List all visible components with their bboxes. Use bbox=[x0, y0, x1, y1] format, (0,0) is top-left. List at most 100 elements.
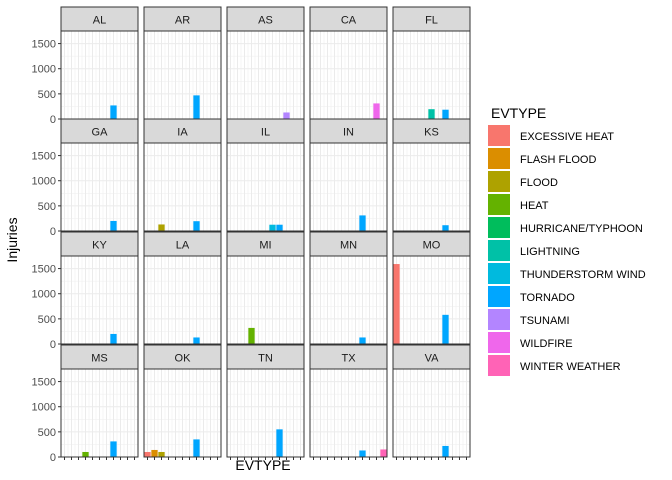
bar bbox=[193, 439, 200, 457]
y-tick-label: 1500 bbox=[32, 264, 56, 276]
strip-background bbox=[143, 344, 222, 370]
panel-border bbox=[60, 255, 139, 345]
bar bbox=[110, 333, 117, 344]
y-tick-label: 0 bbox=[50, 339, 56, 351]
legend-item: EXCESSIVE HEAT bbox=[488, 125, 614, 146]
legend-key bbox=[488, 355, 510, 376]
legend-item: WILDFIRE bbox=[488, 332, 573, 353]
legend-label: FLASH FLOOD bbox=[520, 154, 596, 166]
facet-panel: OK bbox=[143, 344, 222, 460]
facet-panel: TX bbox=[309, 344, 388, 460]
strip-label: VA bbox=[425, 353, 440, 365]
panel-border bbox=[309, 255, 388, 345]
strip-background bbox=[309, 344, 388, 370]
facet-panel: MN bbox=[309, 231, 388, 345]
legend-item: LIGHTNING bbox=[488, 240, 580, 261]
strip-label: MS bbox=[91, 353, 108, 365]
legend-item: TSUNAMI bbox=[488, 309, 570, 330]
panel-border bbox=[392, 255, 471, 345]
strip-label: FL bbox=[425, 15, 438, 27]
strip-label: IN bbox=[343, 127, 354, 139]
bar bbox=[110, 105, 117, 119]
panel-border bbox=[143, 255, 222, 345]
facet-panels: AL 0 500 1000 1500 AR AS CA FL GA 0 500 1000 1500 IA IL… bbox=[32, 6, 471, 464]
facet-panel: MS 0 500 1000 1500 bbox=[32, 344, 139, 464]
legend-label: LIGHTNING bbox=[520, 246, 580, 258]
legend-label: WILDFIRE bbox=[520, 338, 573, 350]
strip-label: KS bbox=[424, 127, 439, 139]
bar bbox=[380, 449, 387, 457]
bar bbox=[144, 451, 151, 457]
strip-background bbox=[226, 231, 305, 257]
bar bbox=[442, 109, 449, 119]
legend-key bbox=[488, 240, 510, 261]
legend-key bbox=[488, 286, 510, 307]
panel-border bbox=[143, 142, 222, 232]
y-tick-label: 0 bbox=[50, 226, 56, 238]
legend: EVTYPE EXCESSIVE HEAT FLASH FLOOD FLOOD HEA… bbox=[488, 105, 646, 376]
bar bbox=[359, 215, 366, 231]
legend-label: THUNDERSTORM WIND bbox=[520, 269, 646, 281]
facet-panel: FL bbox=[392, 6, 471, 120]
strip-background bbox=[60, 231, 139, 257]
y-tick-label: 1000 bbox=[32, 289, 56, 301]
legend-item: FLASH FLOOD bbox=[488, 148, 596, 169]
strip-label: TX bbox=[341, 353, 356, 365]
bar bbox=[428, 109, 435, 119]
facet-panel: VA bbox=[392, 344, 471, 460]
legend-key bbox=[488, 263, 510, 284]
legend-label: EXCESSIVE HEAT bbox=[520, 131, 614, 143]
strip-background bbox=[392, 118, 471, 144]
legend-label: HURRICANE/TYPHOON bbox=[520, 223, 643, 235]
strip-label: IA bbox=[177, 127, 188, 139]
strip-background bbox=[60, 118, 139, 144]
facet-panel: AL 0 500 1000 1500 bbox=[32, 6, 139, 126]
strip-label: MI bbox=[259, 240, 271, 252]
legend-key bbox=[488, 217, 510, 238]
facet-panel: IL bbox=[226, 118, 305, 232]
bar bbox=[110, 441, 117, 457]
facet-panel: TN bbox=[226, 344, 305, 460]
bar bbox=[248, 327, 255, 344]
facet-panel: IA bbox=[143, 118, 222, 232]
facet-panel: GA 0 500 1000 1500 bbox=[32, 118, 139, 238]
legend-item: FLOOD bbox=[488, 171, 558, 192]
legend-label: FLOOD bbox=[520, 177, 558, 189]
legend-key bbox=[488, 194, 510, 215]
legend-key bbox=[488, 148, 510, 169]
bar bbox=[393, 264, 400, 344]
strip-background bbox=[392, 6, 471, 32]
strip-background bbox=[143, 118, 222, 144]
facet-panel: AR bbox=[143, 6, 222, 120]
y-tick-label: 500 bbox=[38, 89, 56, 101]
bar bbox=[158, 451, 165, 457]
legend-title: EVTYPE bbox=[491, 105, 546, 121]
bar bbox=[359, 337, 366, 344]
facet-panel: LA bbox=[143, 231, 222, 345]
y-tick-label: 500 bbox=[38, 201, 56, 213]
y-tick-label: 1000 bbox=[32, 402, 56, 414]
y-tick-label: 1500 bbox=[32, 151, 56, 163]
strip-background bbox=[309, 6, 388, 32]
legend-label: WINTER WEATHER bbox=[520, 361, 621, 373]
strip-background bbox=[143, 6, 222, 32]
legend-item: THUNDERSTORM WIND bbox=[488, 263, 646, 284]
bar bbox=[442, 225, 449, 231]
strip-background bbox=[392, 231, 471, 257]
bar bbox=[193, 221, 200, 231]
y-tick-label: 1000 bbox=[32, 64, 56, 76]
bar bbox=[82, 451, 89, 457]
strip-label: AS bbox=[258, 15, 273, 27]
x-axis-title: EVTYPE bbox=[235, 457, 290, 473]
legend-key bbox=[488, 171, 510, 192]
bar bbox=[276, 224, 283, 231]
facet-panel: IN bbox=[309, 118, 388, 232]
strip-label: MN bbox=[340, 240, 357, 252]
y-tick-label: 500 bbox=[38, 427, 56, 439]
bar bbox=[158, 224, 165, 231]
y-tick-label: 0 bbox=[50, 114, 56, 126]
y-tick-label: 1500 bbox=[32, 39, 56, 51]
bar bbox=[110, 220, 117, 231]
bar bbox=[193, 95, 200, 119]
